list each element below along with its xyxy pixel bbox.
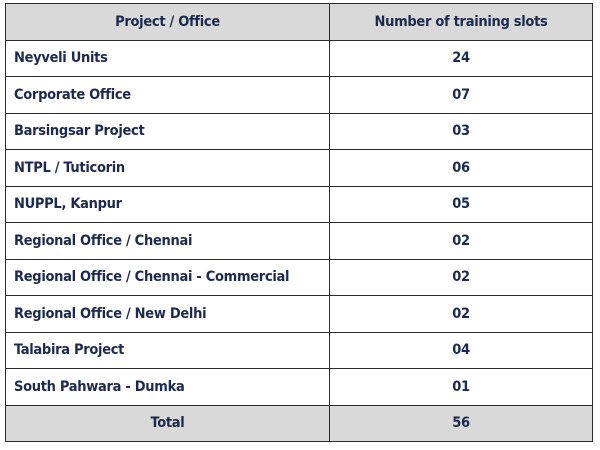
header-project-office: Project / Office xyxy=(5,3,330,41)
row-slots: 05 xyxy=(329,185,593,223)
table-row: Regional Office / Chennai 02 xyxy=(5,222,593,260)
row-name: Neyveli Units xyxy=(5,39,330,77)
table-row: NTPL / Tuticorin 06 xyxy=(5,149,593,187)
row-name: Regional Office / New Delhi xyxy=(5,295,330,333)
row-slots: 02 xyxy=(329,258,593,296)
table-row: Talabira Project 04 xyxy=(5,331,593,369)
row-slots: 01 xyxy=(329,368,593,406)
header-row: Project / Office Number of training slot… xyxy=(5,3,593,41)
row-slots: 02 xyxy=(329,295,593,333)
total-label: Total xyxy=(5,404,330,442)
table-row: NUPPL, Kanpur 05 xyxy=(5,185,593,223)
table-row: Regional Office / New Delhi 02 xyxy=(5,295,593,333)
row-slots: 02 xyxy=(329,222,593,260)
row-name: Regional Office / Chennai - Commercial xyxy=(5,258,330,296)
table-row: Regional Office / Chennai - Commercial 0… xyxy=(5,258,593,296)
row-name: Talabira Project xyxy=(5,331,330,369)
training-slots-table: Project / Office Number of training slot… xyxy=(5,3,593,442)
table-row: Neyveli Units 24 xyxy=(5,39,593,77)
row-slots: 24 xyxy=(329,39,593,77)
row-name: Regional Office / Chennai xyxy=(5,222,330,260)
row-slots: 07 xyxy=(329,76,593,114)
row-slots: 06 xyxy=(329,149,593,187)
table-row: Barsingsar Project 03 xyxy=(5,112,593,150)
row-name: NTPL / Tuticorin xyxy=(5,149,330,187)
row-slots: 03 xyxy=(329,112,593,150)
total-row: Total 56 xyxy=(5,404,593,442)
table-row: South Pahwara - Dumka 01 xyxy=(5,368,593,406)
row-name: NUPPL, Kanpur xyxy=(5,185,330,223)
row-name: South Pahwara - Dumka xyxy=(5,368,330,406)
row-slots: 04 xyxy=(329,331,593,369)
header-training-slots: Number of training slots xyxy=(329,3,593,41)
row-name: Barsingsar Project xyxy=(5,112,330,150)
table-row: Corporate Office 07 xyxy=(5,76,593,114)
total-value: 56 xyxy=(329,404,593,442)
row-name: Corporate Office xyxy=(5,76,330,114)
